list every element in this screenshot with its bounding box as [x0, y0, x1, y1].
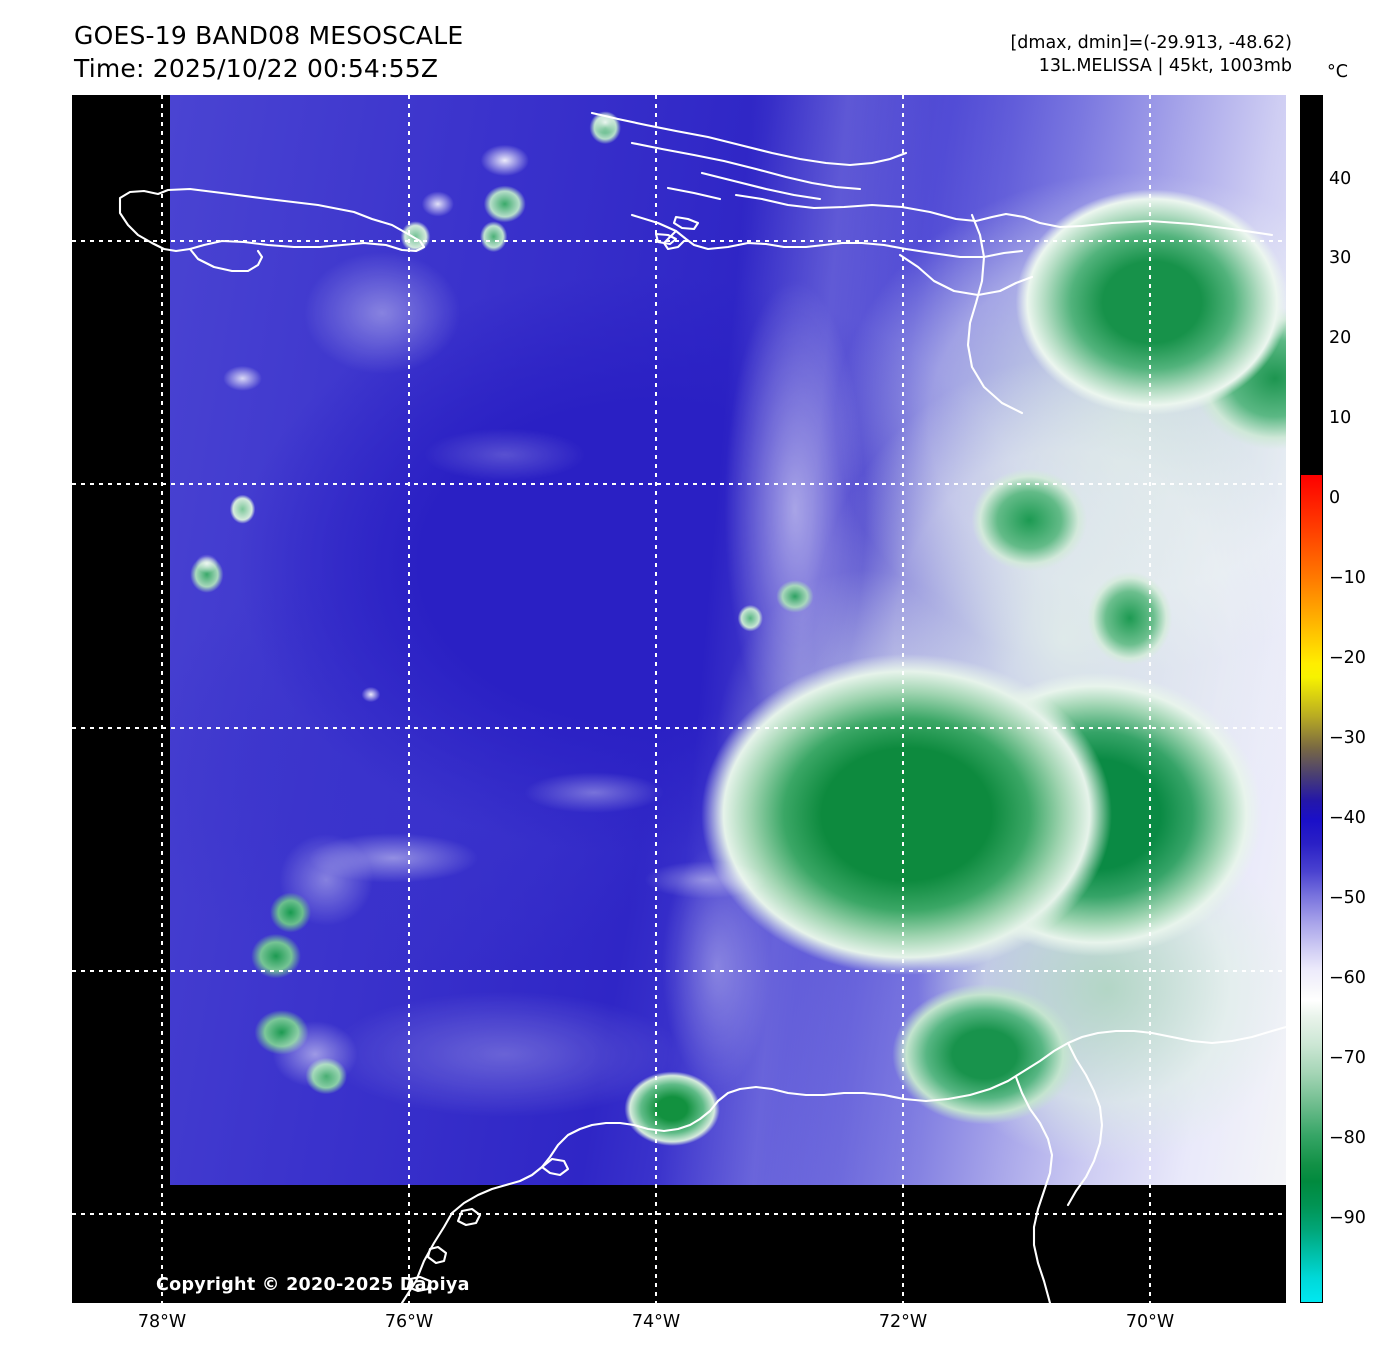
cbtick-m70: −70 — [1329, 1048, 1366, 1068]
gridline-lon-78 — [161, 95, 163, 1303]
xtick-76w: 76°W — [384, 1312, 434, 1332]
title-block: GOES-19 BAND08 MESOSCALE Time: 2025/10/2… — [74, 20, 463, 85]
cbtick-30: 30 — [1329, 248, 1352, 268]
cbtick-m90: −90 — [1329, 1208, 1366, 1228]
xtick-78w: 78°W — [137, 1312, 187, 1332]
satellite-raster — [170, 95, 1286, 1185]
xtick-70w: 70°W — [1125, 1312, 1175, 1332]
gridline-lat-10 — [72, 1213, 1286, 1215]
cbtick-10: 10 — [1329, 408, 1352, 428]
xtick-72w: 72°W — [878, 1312, 928, 1332]
cbtick-40: 40 — [1329, 169, 1352, 189]
annotation-block: [dmax, dmin]=(-29.913, -48.62) 13L.MELIS… — [1010, 32, 1292, 78]
cbtick-m50: −50 — [1329, 888, 1366, 908]
cbtick-m40: −40 — [1329, 808, 1366, 828]
page-title: GOES-19 BAND08 MESOSCALE — [74, 21, 464, 50]
cbtick-20: 20 — [1329, 328, 1352, 348]
cbtick-m30: −30 — [1329, 728, 1366, 748]
satellite-image-plot[interactable]: Copyright © 2020-2025 Dapiya — [72, 95, 1286, 1303]
colorbar-gradient — [1300, 95, 1323, 1303]
raster-streaks-layer — [170, 95, 1286, 1185]
xtick-74w: 74°W — [631, 1312, 681, 1332]
storm-info-label: 13L.MELISSA | 45kt, 1003mb — [1038, 55, 1292, 76]
dmax-dmin-label: [dmax, dmin]=(-29.913, -48.62) — [1010, 33, 1292, 53]
timestamp-label: Time: 2025/10/22 00:54:55Z — [74, 53, 439, 83]
cbtick-m10: −10 — [1329, 568, 1366, 588]
colorbar[interactable] — [1300, 95, 1323, 1303]
copyright-label: Copyright © 2020-2025 Dapiya — [156, 1275, 470, 1295]
cbtick-m20: −20 — [1329, 648, 1366, 668]
colorbar-unit-label: °C — [1327, 62, 1348, 82]
cbtick-0: 0 — [1329, 488, 1341, 508]
cbtick-m60: −60 — [1329, 968, 1366, 988]
cbtick-m80: −80 — [1329, 1128, 1366, 1148]
